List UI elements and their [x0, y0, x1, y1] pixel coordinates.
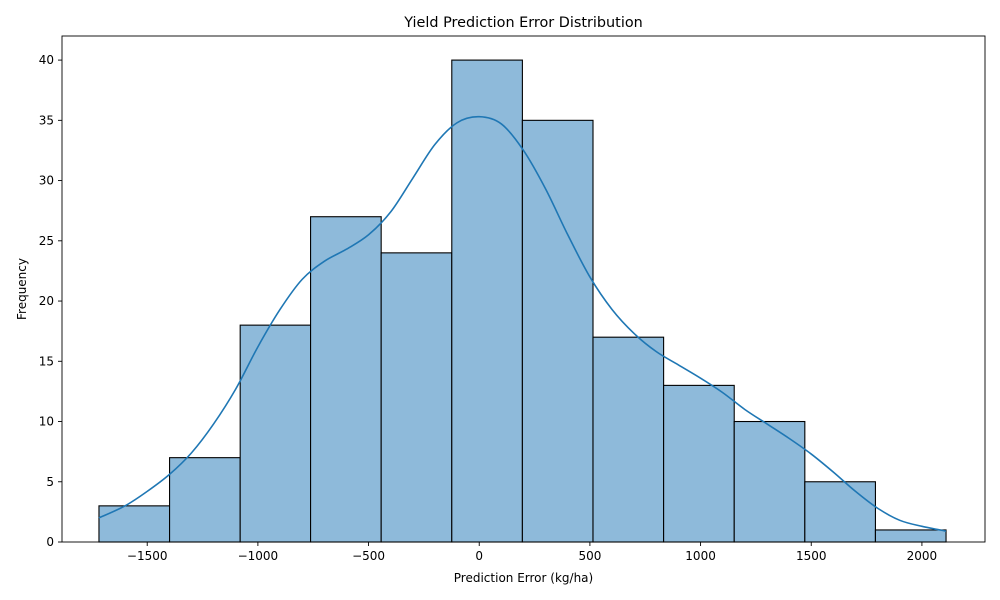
histogram-bar — [804, 481, 876, 543]
x-axis-label: Prediction Error (kg/ha) — [454, 571, 593, 585]
histogram-bar — [98, 505, 171, 543]
x-axis-ticks: −1500 −1000 −500 0 500 1000 1500 2000 — [127, 542, 937, 563]
y-axis-label: Frequency — [15, 258, 29, 320]
histogram-bar — [874, 529, 947, 543]
histogram-bar — [310, 216, 382, 543]
histogram-bar — [169, 457, 241, 543]
chart-title: Yield Prediction Error Distribution — [403, 15, 643, 31]
histogram-bar — [380, 252, 453, 543]
kde-curve — [98, 115, 947, 532]
histogram-bar — [663, 384, 735, 543]
x-tick-label: −1500 — [127, 549, 168, 563]
y-tick-label: 10 — [39, 415, 54, 429]
y-tick-label: 30 — [39, 174, 54, 188]
histogram-bar — [521, 119, 594, 543]
y-axis-ticks: 0 5 10 15 20 25 30 35 40 — [39, 53, 62, 549]
x-tick-label: 1000 — [685, 549, 716, 563]
x-tick-label: 0 — [475, 549, 483, 563]
y-tick-label: 20 — [39, 294, 54, 308]
y-tick-label: 0 — [46, 535, 54, 549]
histogram-bar — [451, 59, 523, 543]
y-tick-label: 5 — [46, 475, 54, 489]
y-tick-label: 40 — [39, 53, 54, 67]
histogram-bar — [239, 324, 312, 543]
y-tick-label: 35 — [39, 113, 54, 127]
plot-frame — [61, 35, 986, 543]
x-tick-label: 2000 — [907, 549, 938, 563]
histogram-bars — [98, 59, 947, 543]
x-tick-label: 500 — [578, 549, 601, 563]
histogram-bar — [592, 336, 665, 543]
y-tick-label: 15 — [39, 354, 54, 368]
y-tick-label: 25 — [39, 234, 54, 248]
histogram-bar — [733, 420, 806, 543]
x-tick-label: −1000 — [238, 549, 279, 563]
x-tick-label: −500 — [352, 549, 385, 563]
x-tick-label: 1500 — [796, 549, 827, 563]
